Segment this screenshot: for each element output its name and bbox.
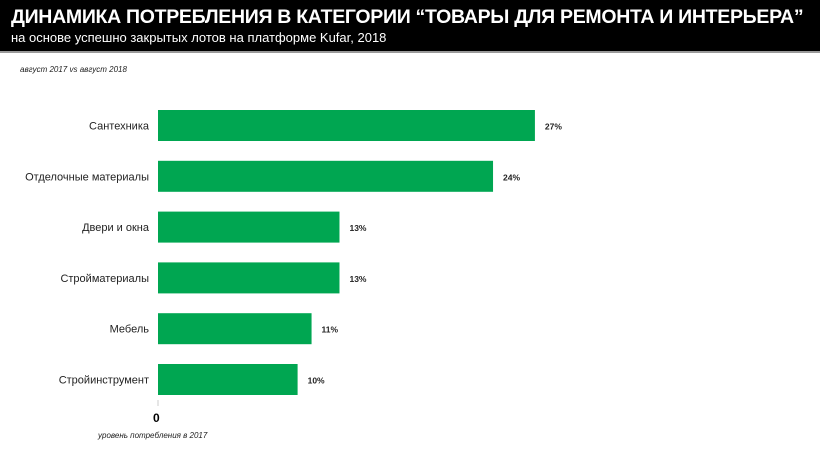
category-label: Стройматериалы	[60, 273, 149, 285]
bar	[158, 110, 535, 141]
period-label: август 2017 vs август 2018	[20, 65, 127, 74]
category-label: Отделочные материалы	[25, 171, 149, 183]
data-label: 11%	[322, 325, 339, 335]
header-band: ДИНАМИКА ПОТРЕБЛЕНИЯ В КАТЕГОРИИ “ТОВАРЫ…	[0, 0, 820, 53]
page-title: ДИНАМИКА ПОТРЕБЛЕНИЯ В КАТЕГОРИИ “ТОВАРЫ…	[11, 6, 804, 28]
bar	[158, 160, 494, 192]
bar	[158, 262, 340, 294]
x-axis-label: уровень потребления в 2017	[98, 431, 208, 440]
data-label: 27%	[545, 122, 562, 132]
category-label: Мебель	[110, 324, 150, 336]
data-label: 13%	[349, 223, 366, 233]
data-label: 24%	[503, 172, 520, 182]
x-origin-label: 0	[153, 411, 160, 425]
data-label: 13%	[349, 274, 366, 284]
bar	[158, 313, 312, 345]
page-subtitle: на основе успешно закрытых лотов на плат…	[11, 30, 387, 45]
bar	[158, 364, 298, 395]
category-label: Двери и окна	[82, 222, 150, 234]
bar	[158, 211, 340, 243]
category-label: Стройинструмент	[59, 375, 149, 387]
data-label: 10%	[308, 376, 325, 386]
category-label: Сантехника	[89, 121, 150, 133]
